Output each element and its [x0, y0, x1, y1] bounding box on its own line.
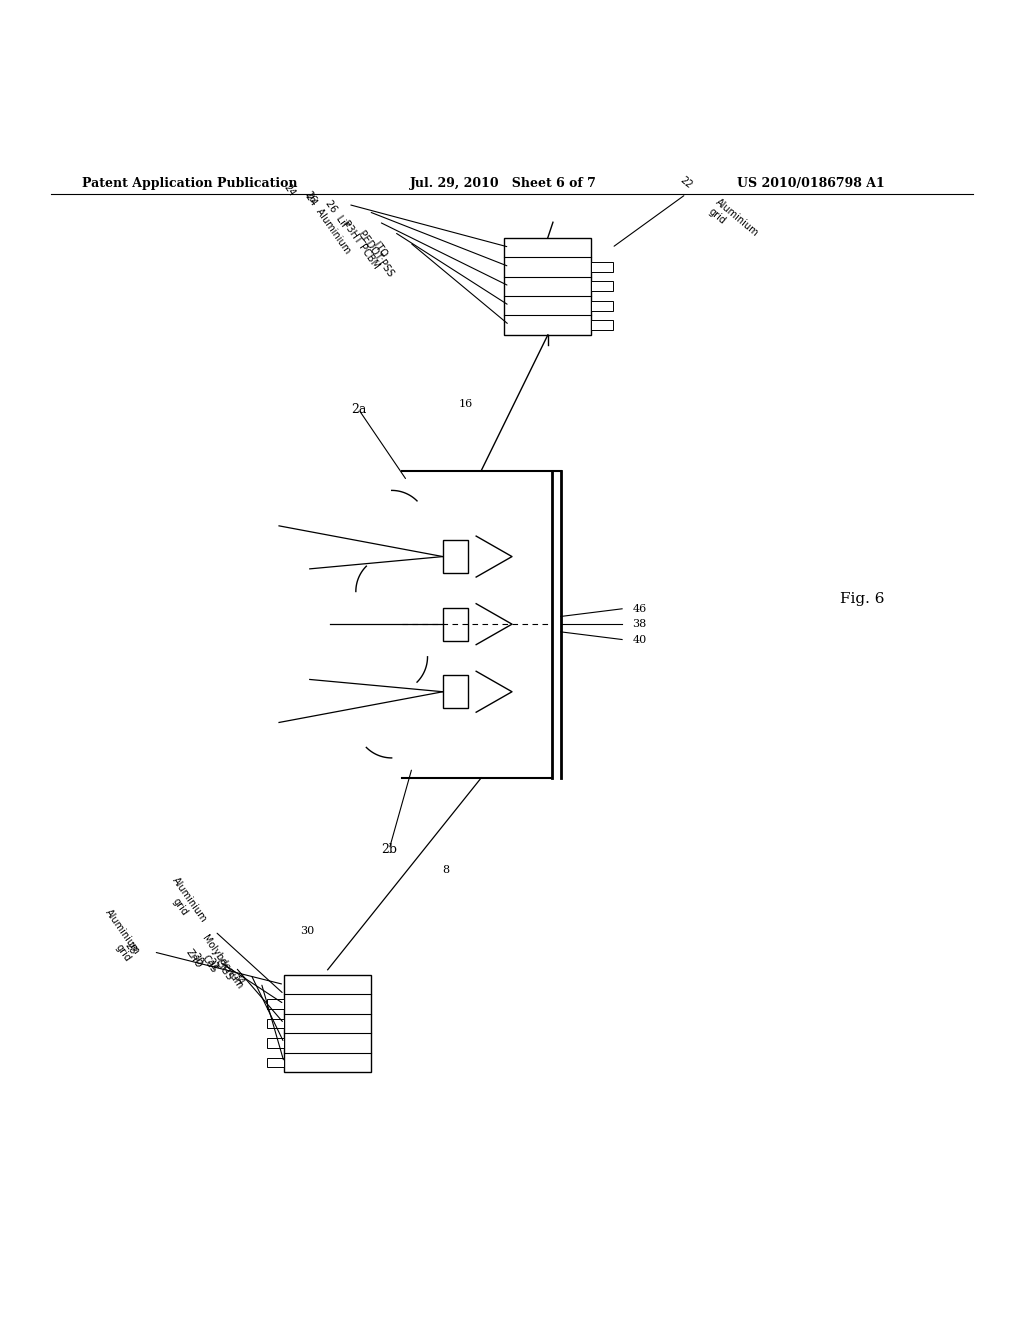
Text: Molybdenum: Molybdenum [201, 933, 245, 990]
Text: US 2010/0186798 A1: US 2010/0186798 A1 [737, 177, 885, 190]
Text: 28: 28 [123, 941, 138, 957]
Text: ITO: ITO [365, 230, 389, 259]
FancyBboxPatch shape [266, 1038, 285, 1048]
Text: 22: 22 [678, 176, 694, 191]
FancyBboxPatch shape [266, 1057, 285, 1068]
Text: CdS: CdS [200, 954, 219, 975]
Text: 16: 16 [459, 399, 473, 409]
Text: Jul. 29, 2010   Sheet 6 of 7: Jul. 29, 2010 Sheet 6 of 7 [410, 177, 596, 190]
Text: CIGS: CIGS [213, 957, 234, 982]
Text: 2b: 2b [381, 843, 397, 855]
Text: 32: 32 [205, 956, 220, 972]
FancyBboxPatch shape [266, 999, 285, 1008]
Text: Aluminium
grid: Aluminium grid [161, 876, 208, 932]
Text: 30: 30 [189, 952, 205, 966]
Text: Fig. 6: Fig. 6 [840, 591, 884, 606]
Text: ZnO: ZnO [184, 948, 204, 970]
Text: 30: 30 [300, 927, 314, 936]
Text: P3HT PCBM: P3HT PCBM [334, 209, 382, 271]
Text: Aluminium
grid: Aluminium grid [707, 197, 761, 248]
FancyBboxPatch shape [442, 676, 468, 708]
Text: 8: 8 [442, 865, 449, 875]
FancyBboxPatch shape [266, 1019, 285, 1028]
Text: 24  Aluminium: 24 Aluminium [303, 191, 352, 255]
Text: 46: 46 [632, 603, 646, 614]
Text: 26  LiF: 26 LiF [324, 198, 350, 231]
FancyBboxPatch shape [592, 301, 613, 310]
Text: 2a: 2a [350, 403, 367, 416]
Text: 26: 26 [302, 189, 317, 205]
Text: Patent Application Publication: Patent Application Publication [82, 177, 297, 190]
FancyBboxPatch shape [442, 607, 468, 640]
Text: PEDOT:PSS: PEDOT:PSS [349, 219, 395, 279]
FancyBboxPatch shape [592, 261, 613, 272]
Text: 34: 34 [230, 972, 246, 987]
FancyBboxPatch shape [592, 281, 613, 292]
Text: 38: 38 [632, 619, 646, 630]
FancyBboxPatch shape [442, 540, 468, 573]
Text: Aluminium
grid: Aluminium grid [94, 908, 142, 964]
Text: 24: 24 [282, 182, 297, 198]
Text: 40: 40 [632, 635, 646, 644]
FancyBboxPatch shape [592, 321, 613, 330]
